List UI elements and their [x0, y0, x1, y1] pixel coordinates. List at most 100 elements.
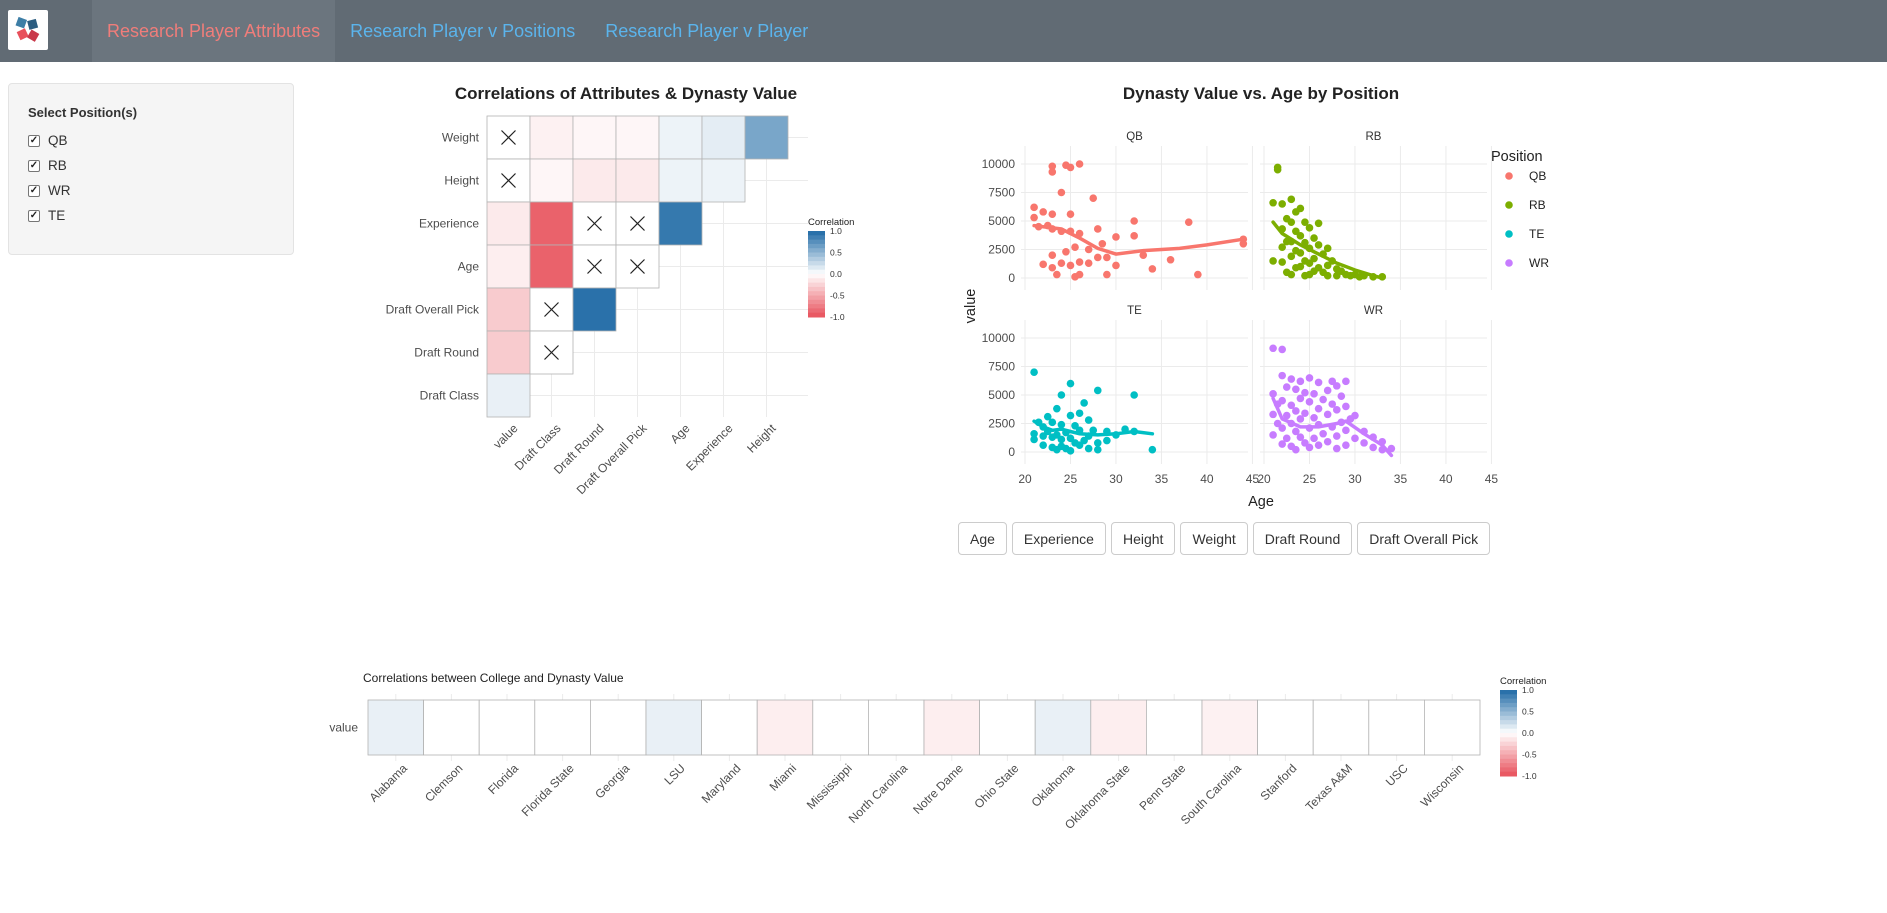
attribute-button-group: Age Experience Height Weight Draft Round Draf… [958, 522, 1491, 555]
trend-line [1271, 220, 1385, 280]
data-point [1239, 240, 1248, 248]
draft-overall-pick-button[interactable]: Draft Overall Pick [1357, 522, 1491, 555]
college-correlation-heatmap: Correlations between College and Dynasty… [329, 671, 1546, 828]
data-point [1057, 420, 1066, 429]
data-point [1287, 401, 1296, 410]
tab-research-player-v-player[interactable]: Research Player v Player [605, 20, 809, 41]
data-point [1084, 245, 1093, 254]
tab-research-player-v-positions[interactable]: Research Player v Positions [350, 20, 576, 41]
data-point [1269, 344, 1277, 353]
heatmap-cell [645, 699, 702, 756]
weight-button[interactable]: Weight [1180, 522, 1248, 555]
data-point [1292, 427, 1300, 436]
data-point [1387, 444, 1396, 453]
app-logo[interactable] [8, 10, 48, 50]
legend-tick-label: 1.0 [830, 226, 842, 236]
data-point [1278, 243, 1286, 252]
data-point [1057, 435, 1066, 444]
checkbox-qb[interactable]: ✓ [28, 134, 40, 147]
heatmap-cell [572, 158, 617, 203]
data-point [1342, 426, 1350, 435]
heatmap-cell [486, 373, 531, 418]
data-point [1098, 240, 1107, 248]
heatmap-cell [572, 287, 617, 332]
y-tick-label: 0 [1008, 445, 1015, 459]
legend-swatch [1500, 711, 1517, 717]
data-point [1057, 188, 1066, 197]
legend-swatch [1500, 733, 1517, 738]
column-label: Age [668, 421, 693, 446]
x-tick-label: 25 [1303, 472, 1317, 486]
data-point [1314, 441, 1323, 449]
heatmap-cell [478, 699, 536, 756]
insignificant-mark [630, 259, 645, 274]
legend-tick-label: -1.0 [830, 312, 845, 322]
chart-title: Correlations between College and Dynasty… [363, 671, 624, 685]
data-point [1048, 168, 1057, 176]
position-option-qb[interactable]: ✓ QB [28, 128, 274, 153]
row-label: Draft Round [414, 346, 479, 360]
y-axis-label: value [963, 289, 979, 324]
data-point [1314, 219, 1323, 228]
position-option-rb[interactable]: ✓ RB [28, 153, 274, 178]
data-point [1296, 377, 1305, 386]
heatmap-cell [701, 699, 758, 756]
legend-tick-label: -0.5 [830, 291, 845, 301]
x-tick-label: 35 [1394, 472, 1408, 486]
legend-swatch [808, 243, 825, 249]
x-axis-label: Age [1248, 494, 1274, 510]
legend-swatch [1500, 690, 1517, 695]
data-point [1194, 270, 1202, 279]
data-point [1048, 251, 1057, 259]
data-point [1066, 210, 1075, 218]
tab-research-player-attributes[interactable]: Research Player Attributes [92, 0, 336, 62]
data-point [1278, 258, 1286, 266]
position-option-wr[interactable]: ✓ WR [28, 178, 274, 203]
y-tick-label: 2500 [988, 243, 1015, 257]
data-point [1139, 251, 1148, 259]
data-point [1287, 375, 1296, 383]
heatmap-cell [1368, 699, 1425, 756]
data-point [1282, 411, 1291, 420]
data-point [1093, 225, 1102, 233]
facet-label: RB [1366, 131, 1382, 143]
data-point [1103, 270, 1111, 279]
data-point [1039, 208, 1047, 216]
college-label: Oklahoma [1029, 761, 1078, 810]
position-option-te[interactable]: ✓ TE [28, 203, 274, 228]
data-point [1314, 404, 1323, 413]
checkbox-wr[interactable]: ✓ [28, 184, 40, 197]
checkbox-rb[interactable]: ✓ [28, 159, 40, 172]
facet-te: TE [1021, 305, 1253, 464]
checkbox-te[interactable]: ✓ [28, 209, 40, 222]
legend-swatch [808, 248, 825, 253]
age-button[interactable]: Age [958, 522, 1007, 555]
value-vs-age-scatter: Dynasty Value vs. Age by Position QB 0 2500… [963, 84, 1549, 510]
data-point [1319, 395, 1327, 404]
legend-swatch [1500, 724, 1517, 730]
legend-swatch [808, 274, 825, 279]
heatmap-cell [529, 201, 574, 246]
data-point [1323, 244, 1332, 253]
insignificant-mark [501, 173, 516, 188]
insignificant-mark [501, 130, 516, 145]
data-point [1310, 234, 1318, 242]
data-point [1351, 411, 1359, 420]
heatmap-cell [589, 699, 647, 756]
y-tick-label: 5000 [988, 388, 1015, 402]
y-tick-label: 10000 [982, 331, 1016, 345]
data-point [1301, 388, 1309, 397]
column-label: Height [744, 421, 779, 456]
legend-swatch [808, 278, 825, 284]
data-point [1075, 409, 1084, 418]
legend-swatch [1500, 737, 1517, 743]
heatmap-cell [979, 699, 1036, 756]
draft-round-button[interactable]: Draft Round [1252, 522, 1353, 555]
data-point [1296, 394, 1305, 403]
data-point [1066, 447, 1075, 455]
position-checkbox-list: ✓ QB ✓ RB ✓ WR ✓ TE [28, 128, 274, 228]
height-button[interactable]: Height [1110, 522, 1176, 555]
experience-button[interactable]: Experience [1011, 522, 1106, 555]
